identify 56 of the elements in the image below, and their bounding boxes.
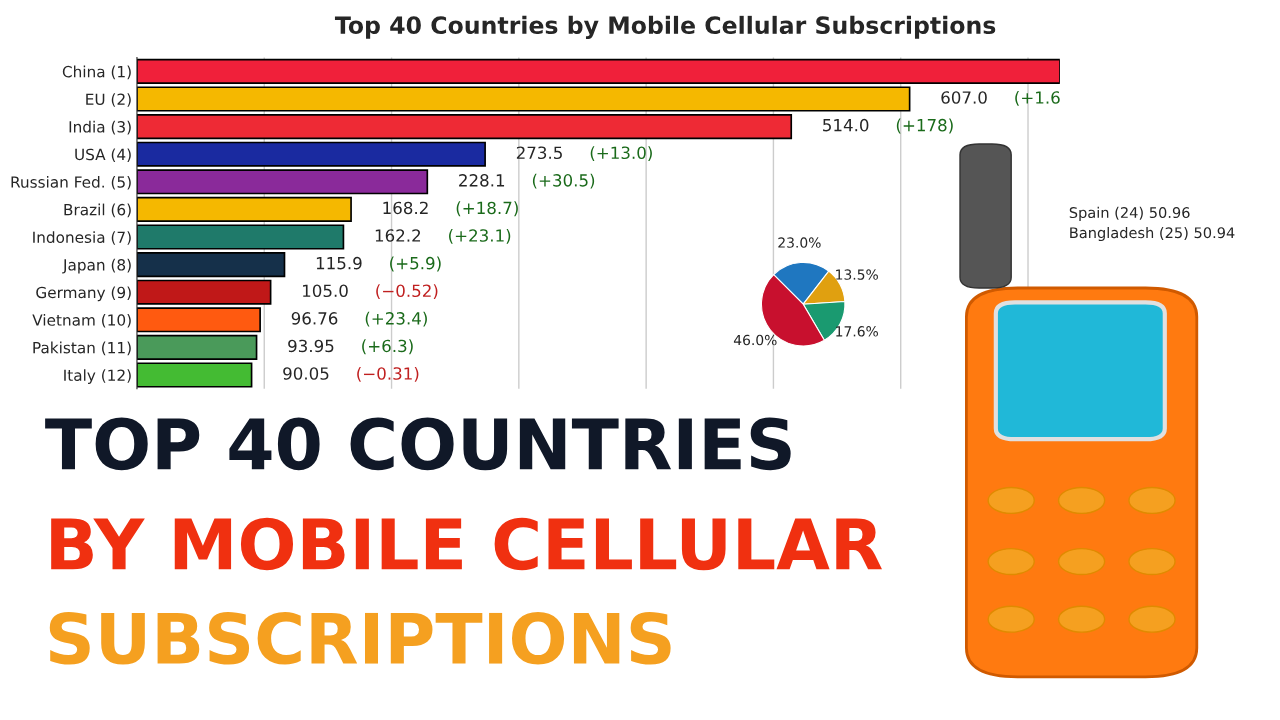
bar (136, 307, 261, 333)
data-label: 46.0% (733, 334, 777, 346)
data-label: 168.2 (383, 201, 428, 215)
y-tick-label: Germany (9) (36, 286, 131, 302)
data-label: 607.0 (941, 91, 987, 104)
annotation: (+1.6 (1015, 90, 1060, 106)
annotation: (−0.31) (357, 366, 419, 382)
annotation: (+13.0) (590, 146, 652, 161)
annotation: (+18.7) (456, 201, 518, 217)
data-label: 23.0% (778, 237, 821, 248)
data-label: 93.95 (288, 339, 334, 353)
bar (136, 252, 286, 278)
y-tick-label: Indonesia (7) (33, 231, 131, 245)
chart-title: Top 40 Countries by Mobile Cellular Subscriptions (334, 15, 996, 39)
y-tick-label: Japan (8) (62, 258, 131, 274)
y-tick-label: Italy (12) (64, 369, 131, 384)
y-tick-label: EU (2) (86, 93, 131, 107)
data-label: 17.6% (836, 326, 878, 337)
y-tick-label: Pakistan (11) (33, 341, 131, 356)
y-tick-label: Russian Fed. (5) (11, 176, 131, 190)
data-label: 90.05 (283, 367, 329, 380)
bar (136, 86, 911, 112)
text: Bangladesh (25) 50.94 (1070, 226, 1235, 242)
y-tick-label: China (1) (62, 65, 131, 80)
data-label: 514.0 (823, 118, 869, 132)
y-tick-label: India (3) (69, 120, 131, 135)
bar (136, 362, 253, 388)
data-label: 96.76 (291, 312, 338, 325)
text: Spain (24) 50.96 (1069, 206, 1190, 221)
bar (136, 114, 793, 140)
annotation: (−0.52) (376, 284, 438, 299)
y-tick-label: Brazil (6) (64, 203, 131, 218)
annotation: (+30.5) (532, 173, 595, 189)
bar (136, 279, 272, 305)
annotation: (+6.3) (362, 339, 413, 355)
bar (136, 334, 258, 360)
bar (136, 169, 429, 195)
data-label: 13.5% (836, 269, 878, 280)
bar (136, 224, 345, 250)
annotation: (+5.9) (390, 256, 441, 272)
y-tick-label: USA (4) (75, 148, 131, 163)
bar (136, 196, 352, 222)
annotation: (+23.1) (449, 228, 511, 244)
text: SUBSCRIPTIONS (49, 612, 671, 665)
annotation: (+178) (896, 118, 953, 134)
bar (136, 58, 1060, 84)
data-label: 228.1 (459, 174, 505, 187)
data-label: 162.2 (375, 229, 421, 242)
y-tick-label: Vietnam (10) (32, 314, 131, 328)
data-label: 105.0 (303, 284, 348, 298)
text: TOP 40 COUNTRIES (45, 417, 791, 471)
annotation: (+23.4) (365, 311, 427, 327)
text: BY MOBILE CELLULAR (51, 517, 882, 571)
data-label: 273.5 (516, 146, 562, 160)
data-label: 115.9 (316, 256, 362, 270)
bar (136, 141, 486, 167)
